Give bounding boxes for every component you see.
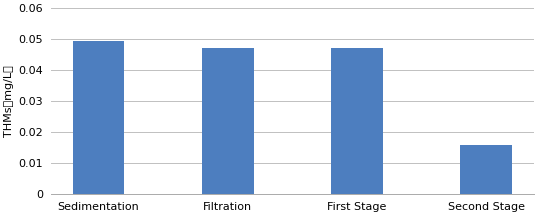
Bar xyxy=(460,145,512,194)
Bar xyxy=(202,48,253,194)
Bar xyxy=(73,41,124,194)
Y-axis label: THMs（mg/L）: THMs（mg/L） xyxy=(4,65,14,137)
Bar xyxy=(331,48,383,194)
